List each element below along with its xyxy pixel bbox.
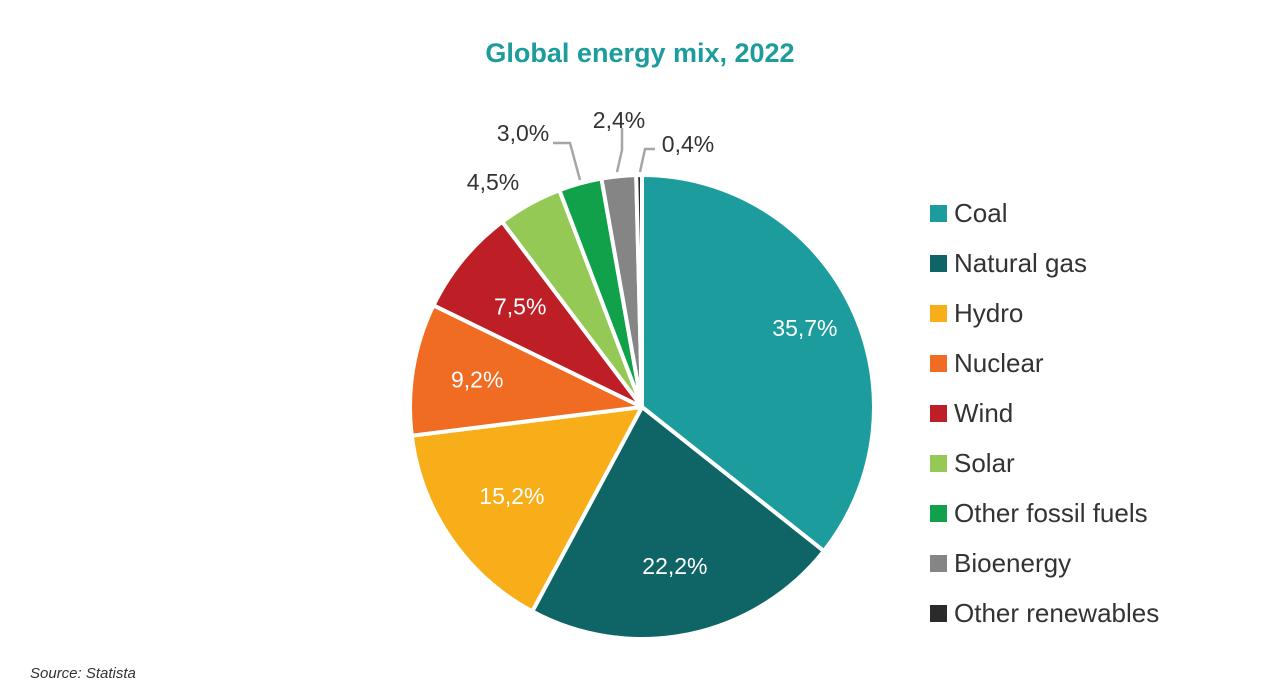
value-label-solar: 4,5% (467, 169, 519, 195)
legend-swatch (930, 404, 947, 422)
legend-swatch (930, 454, 947, 472)
leader-line-bioenergy (615, 128, 624, 173)
value-label-nuclear: 9,2% (451, 367, 503, 393)
chart-legend: Coal Natural gas Hydro Nuclear Wind Solar Othe… (930, 188, 1159, 638)
legend-item-nuclear: Nuclear (930, 338, 1159, 388)
value-labels: 35,7% 22,2% 15,2% 9,2% 7,5% 4,5% 3,0% 2,4% 0,4% (451, 107, 838, 579)
pie-slice-nuclear (408, 303, 644, 438)
legend-label: Nuclear (954, 347, 1044, 378)
pie-slice-other-renewables (634, 172, 644, 409)
legend-label: Coal (954, 197, 1008, 228)
legend-label: Bioenergy (954, 547, 1072, 578)
value-label-bioenergy: 2,4% (593, 107, 645, 133)
leader-lines (553, 128, 655, 181)
value-label-hydro: 15,2% (479, 483, 544, 509)
legend-label: Wind (954, 397, 1014, 428)
pie-slices (408, 172, 876, 641)
legend-swatch (930, 504, 947, 522)
legend-item-solar: Solar (930, 438, 1159, 488)
leader-line-other-renewables (638, 147, 655, 173)
legend-item-bioenergy: Bioenergy (930, 538, 1159, 588)
legend-item-other-renewables: Other renewables (930, 588, 1159, 638)
legend-swatch (930, 354, 947, 372)
legend-item-hydro: Hydro (930, 288, 1159, 338)
legend-item-coal: Coal (930, 188, 1159, 238)
leader-line-other-fossil-fuels (553, 141, 582, 181)
legend-swatch (930, 604, 947, 622)
legend-label: Other renewables (954, 597, 1160, 628)
legend-item-other-fossil-fuels: Other fossil fuels (930, 488, 1159, 538)
legend-label: Hydro (954, 297, 1024, 328)
pie-slice-natural-gas (530, 405, 826, 641)
value-label-coal: 35,7% (772, 315, 837, 341)
legend-swatch (930, 554, 947, 572)
pie-slice-coal (640, 173, 876, 554)
chart-title: Global energy mix, 2022 (485, 38, 795, 68)
legend-swatch (930, 204, 947, 222)
value-label-other-renewables: 0,4% (662, 131, 714, 157)
legend-swatch (930, 304, 947, 322)
pie-slice-wind (431, 219, 644, 409)
legend-label: Natural gas (954, 247, 1087, 278)
legend-item-wind: Wind (930, 388, 1159, 438)
value-label-wind: 7,5% (494, 294, 546, 320)
pie-slice-hydro (409, 405, 644, 614)
value-label-other-fossil-fuels: 3,0% (497, 120, 549, 146)
legend-label: Other fossil fuels (954, 497, 1148, 528)
legend-item-natural-gas: Natural gas (930, 238, 1159, 288)
legend-label: Solar (954, 447, 1015, 478)
value-label-natural-gas: 22,2% (642, 553, 707, 579)
legend-swatch (930, 254, 947, 272)
source-note: Source: Statista (30, 665, 136, 682)
